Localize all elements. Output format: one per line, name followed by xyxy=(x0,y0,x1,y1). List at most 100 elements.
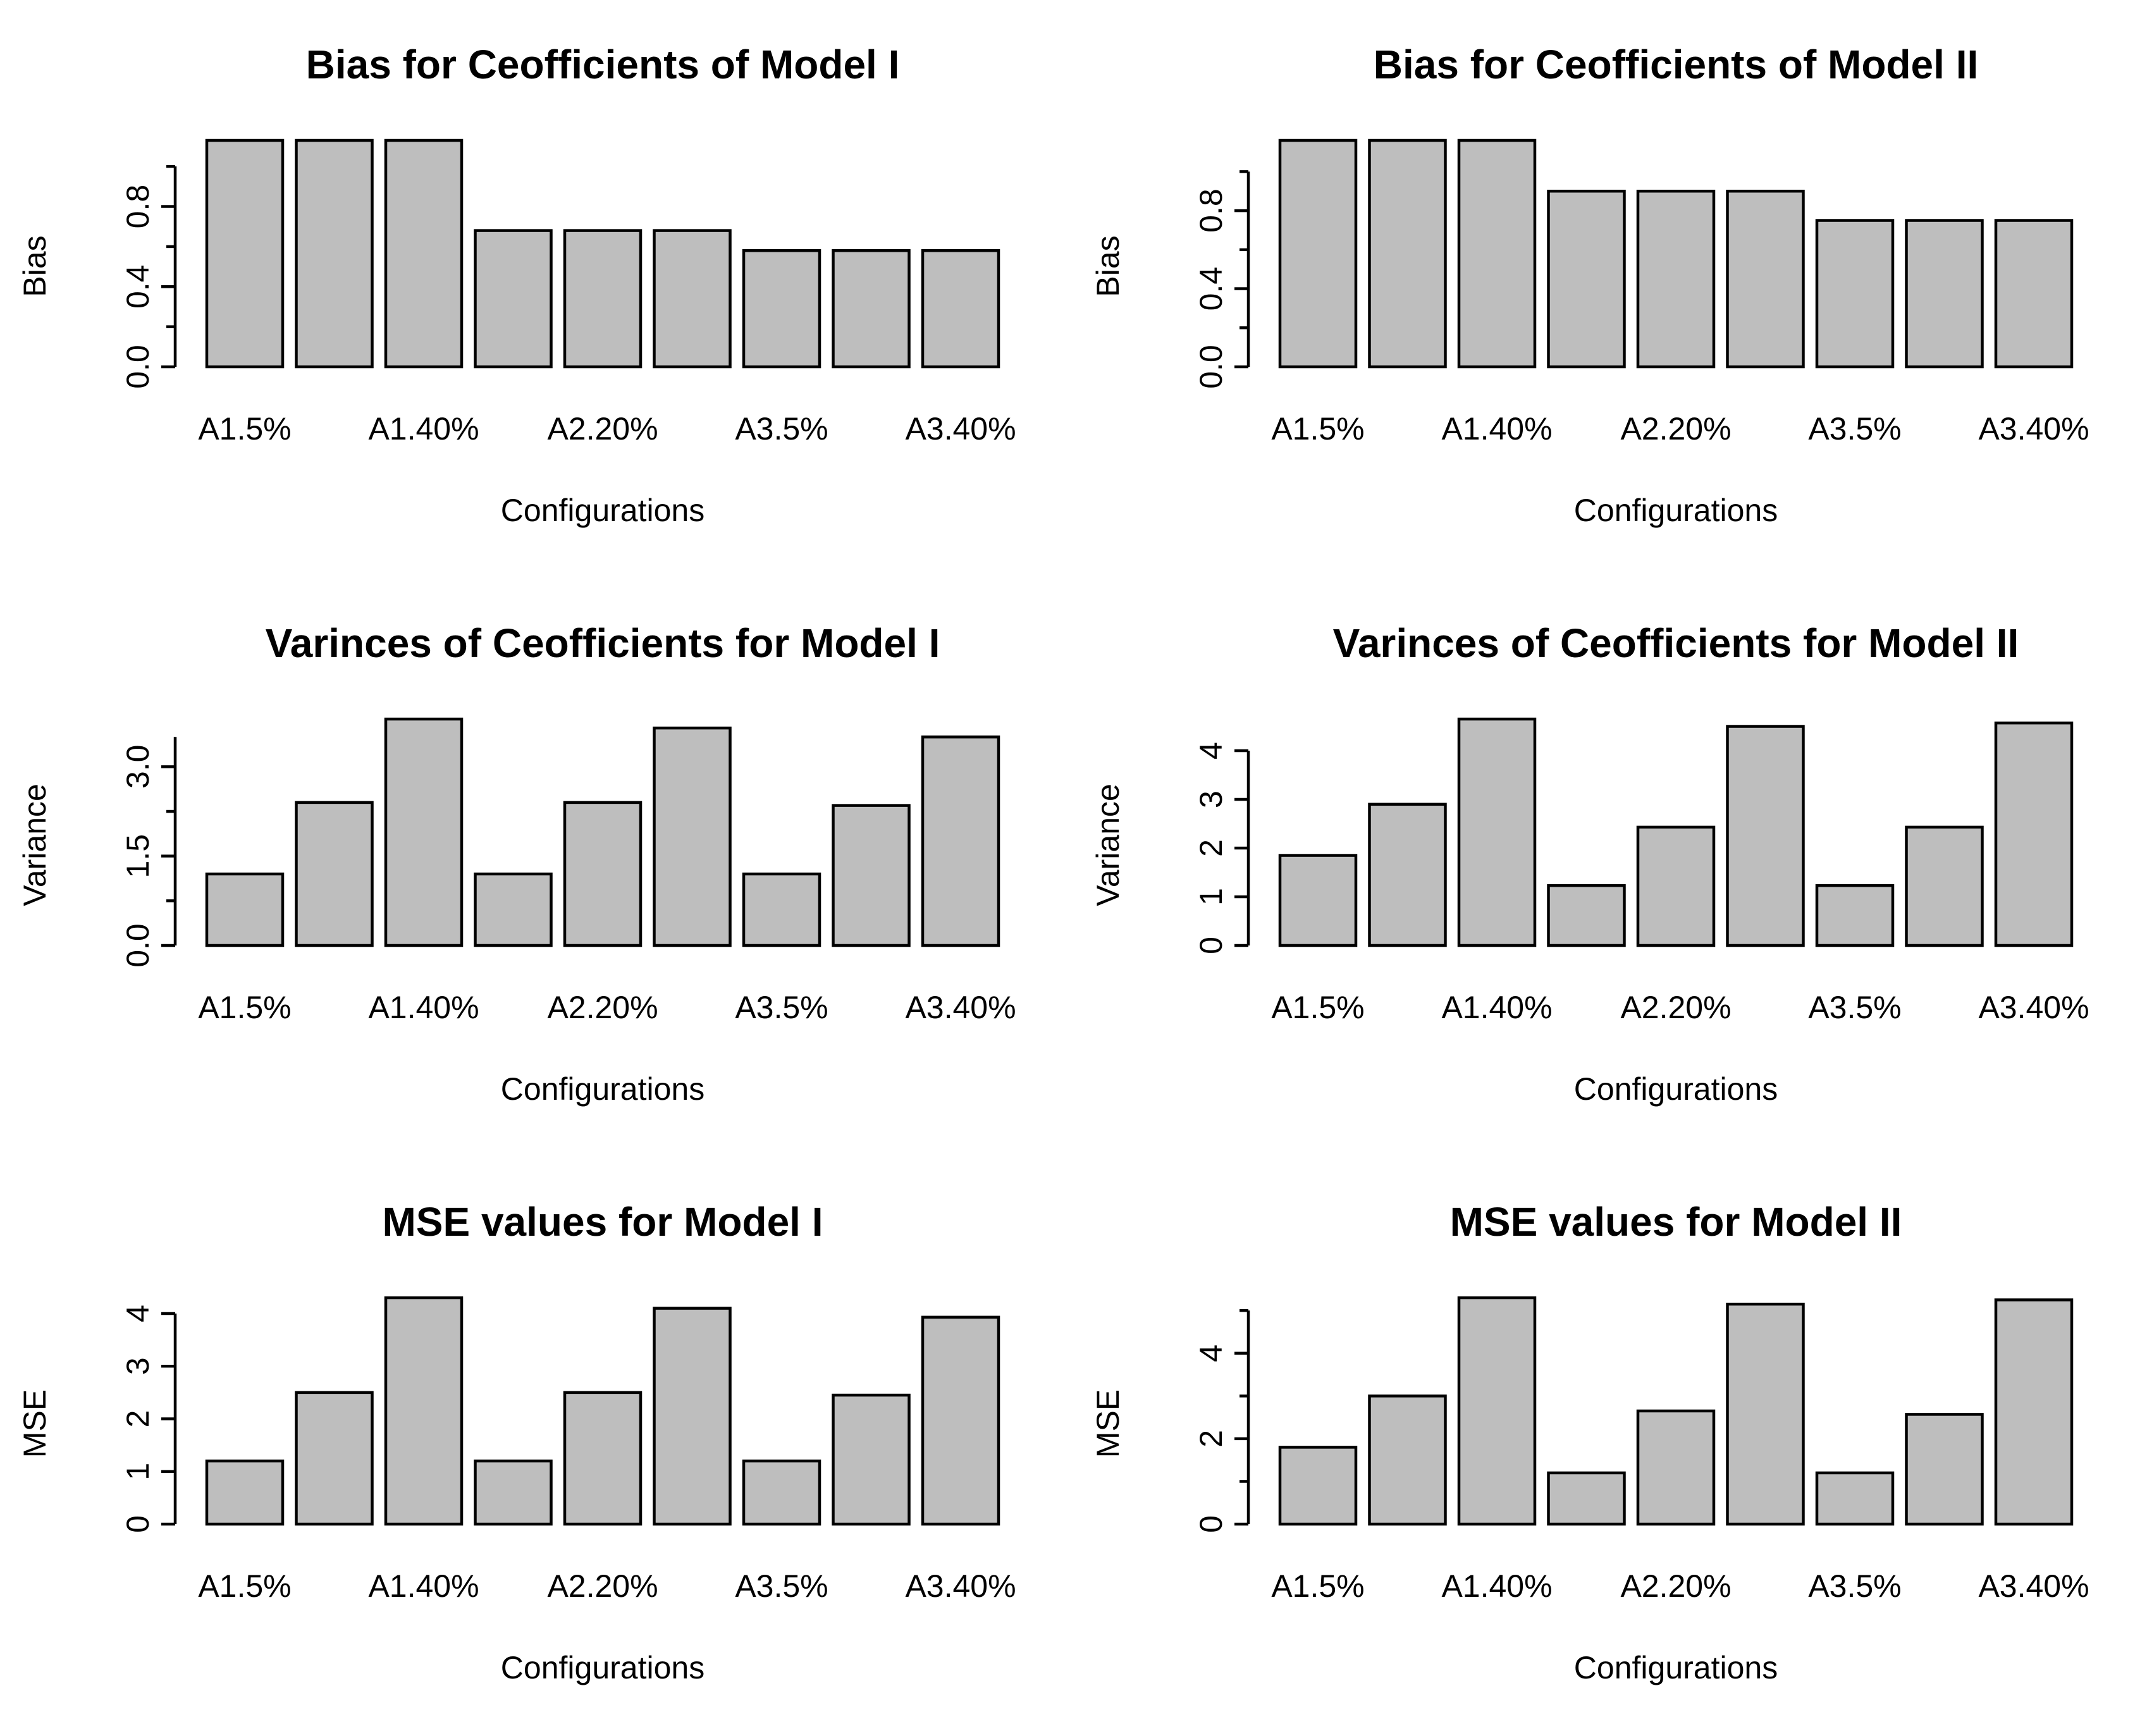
y-tick-label: 2 xyxy=(120,1410,156,1428)
x-tick-label: A1.40% xyxy=(1441,990,1552,1025)
y-axis-label: MSE xyxy=(17,1389,52,1458)
bar-A3.5% xyxy=(1815,1471,1895,1526)
x-tick-label: A3.5% xyxy=(1808,990,1901,1025)
y-tick-label: 3.0 xyxy=(120,745,156,789)
x-tick-label: A2.20% xyxy=(1620,411,1731,446)
chart-svg: Varinces of Ceofficients for Model II A1.… xyxy=(1090,620,2089,1107)
bar-A2.20% xyxy=(1636,189,1716,369)
panel-bias-model-1: Bias for Ceofficients of Model I A1.5% A1.… xyxy=(0,0,1073,579)
y-axis-label: MSE xyxy=(1090,1389,1126,1458)
bar-A1.20% xyxy=(295,801,374,947)
bar-A3.5% xyxy=(742,1459,821,1526)
bar-A3.20% xyxy=(832,1393,911,1526)
bar-A3.40% xyxy=(921,1315,1000,1526)
bar-A2.5% xyxy=(474,1459,553,1526)
y-tick-label: 0 xyxy=(1193,937,1229,954)
bar-A2.40% xyxy=(653,229,732,369)
bar-A1.40% xyxy=(1457,139,1537,369)
bar-A3.40% xyxy=(921,249,1000,369)
bar-A2.5% xyxy=(1547,1471,1626,1526)
y-tick-label: 0.0 xyxy=(1193,345,1229,389)
bar-A1.20% xyxy=(295,139,374,369)
chart-title: Bias for Ceofficients of Model I xyxy=(306,42,900,87)
bar-A1.5% xyxy=(205,872,285,947)
chart-svg: MSE values for Model I A1.5% A1.40% A2.20% A… xyxy=(17,1199,1016,1685)
bar-A2.5% xyxy=(1547,884,1626,947)
y-axis-label: Variance xyxy=(1090,784,1126,906)
x-tick-label: A3.40% xyxy=(1978,1568,2089,1604)
y-tick-label: 4 xyxy=(1193,1345,1229,1362)
chart-svg: Varinces of Ceofficients for Model I A1.5… xyxy=(17,620,1016,1107)
bar-A3.20% xyxy=(832,804,911,947)
bar-A1.5% xyxy=(1278,1446,1358,1526)
bar-A1.5% xyxy=(1278,854,1358,947)
bar-A3.40% xyxy=(1994,721,2074,947)
bar-A1.5% xyxy=(205,139,285,369)
chart-title: Varinces of Ceofficients for Model I xyxy=(266,620,940,666)
y-tick-label: 3 xyxy=(120,1357,156,1375)
bar-A3.40% xyxy=(921,736,1000,947)
y-tick-label: 0.8 xyxy=(120,185,156,229)
x-tick-label: A2.20% xyxy=(1620,990,1731,1025)
bar-A2.40% xyxy=(653,726,732,947)
bar-A2.40% xyxy=(653,1307,732,1526)
bar-A3.20% xyxy=(832,249,911,369)
x-axis-label: Configurations xyxy=(1574,1650,1778,1685)
bar-A3.20% xyxy=(1905,1413,1984,1526)
x-tick-label: A3.5% xyxy=(1808,411,1901,446)
y-tick-label: 4 xyxy=(120,1305,156,1322)
bar-A2.5% xyxy=(474,229,553,369)
bar-A3.20% xyxy=(1905,219,1984,369)
chart-title: MSE values for Model I xyxy=(382,1199,823,1245)
x-tick-label: A1.5% xyxy=(1271,411,1364,446)
x-tick-label: A1.5% xyxy=(1271,1568,1364,1604)
x-tick-label: A2.20% xyxy=(547,990,658,1025)
y-tick-label: 2 xyxy=(1193,1430,1229,1448)
y-tick-label: 3 xyxy=(1193,791,1229,808)
bar-A1.20% xyxy=(295,1391,374,1526)
bar-A1.40% xyxy=(384,139,464,369)
panel-mse-model-1: MSE values for Model I A1.5% A1.40% A2.20% A… xyxy=(0,1157,1073,1736)
x-tick-label: A1.40% xyxy=(368,990,479,1025)
bar-A3.5% xyxy=(1815,884,1895,947)
bar-A3.20% xyxy=(1905,825,1984,947)
bar-A3.5% xyxy=(742,872,821,947)
y-tick-label: 0.0 xyxy=(120,345,156,389)
chart-svg: Bias for Ceofficients of Model II A1.5% A1… xyxy=(1090,42,2089,528)
bar-A1.40% xyxy=(1457,717,1537,947)
x-tick-label: A3.40% xyxy=(905,990,1016,1025)
panel-bias-model-2: Bias for Ceofficients of Model II A1.5% A1… xyxy=(1073,0,2146,579)
x-tick-label: A3.5% xyxy=(735,990,828,1025)
y-axis-label: Variance xyxy=(17,784,52,906)
x-axis-label: Configurations xyxy=(1574,1071,1778,1107)
bar-A2.40% xyxy=(1726,189,1805,369)
bar-A3.40% xyxy=(1994,1298,2074,1526)
y-axis-label: Bias xyxy=(17,235,52,297)
y-tick-label: 1 xyxy=(1193,888,1229,906)
bar-A3.5% xyxy=(742,249,821,369)
x-tick-label: A3.5% xyxy=(735,1568,828,1604)
chart-svg: MSE values for Model II A1.5% A1.40% A2.20%… xyxy=(1090,1199,2089,1685)
bar-A3.40% xyxy=(1994,219,2074,369)
y-tick-label: 0.8 xyxy=(1193,188,1229,233)
bar-A1.20% xyxy=(1368,139,1447,369)
y-axis-label: Bias xyxy=(1090,235,1126,297)
bar-A2.20% xyxy=(563,229,643,369)
y-tick-label: 0.0 xyxy=(120,923,156,968)
x-tick-label: A1.40% xyxy=(368,411,479,446)
bar-A1.20% xyxy=(1368,1394,1447,1526)
x-tick-label: A1.5% xyxy=(1271,990,1364,1025)
x-tick-label: A1.5% xyxy=(198,411,291,446)
y-tick-label: 2 xyxy=(1193,839,1229,857)
bar-A1.20% xyxy=(1368,803,1447,947)
y-tick-label: 1.5 xyxy=(120,834,156,878)
bar-A2.40% xyxy=(1726,1302,1805,1526)
panel-variance-model-1: Varinces of Ceofficients for Model I A1.5… xyxy=(0,579,1073,1157)
y-tick-label: 0.4 xyxy=(1193,267,1229,311)
x-tick-label: A2.20% xyxy=(547,411,658,446)
bar-A2.40% xyxy=(1726,725,1805,947)
x-tick-label: A2.20% xyxy=(1620,1568,1731,1604)
bar-A3.5% xyxy=(1815,219,1895,369)
x-tick-label: A1.40% xyxy=(1441,1568,1552,1604)
